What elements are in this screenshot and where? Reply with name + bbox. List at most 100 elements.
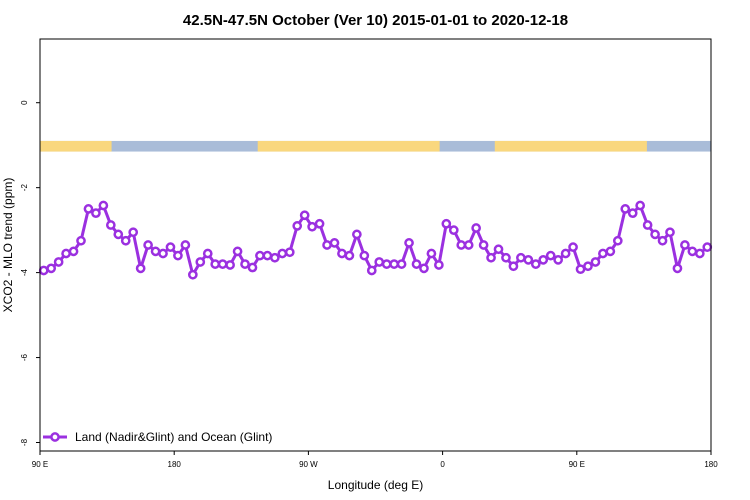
data-point — [501, 252, 511, 263]
data-point — [135, 263, 146, 274]
data-point — [694, 248, 705, 259]
data-point — [441, 218, 452, 229]
data-point — [329, 238, 340, 248]
data-point — [277, 248, 288, 259]
data-point — [530, 259, 541, 269]
data-point — [523, 255, 534, 265]
data-point — [284, 247, 295, 258]
data-point — [247, 262, 258, 273]
data-point — [187, 269, 198, 280]
data-point — [240, 259, 250, 269]
data-point — [202, 248, 213, 259]
data-point — [38, 265, 49, 276]
y-tick-label-3: -6 — [20, 353, 29, 361]
data-point — [456, 240, 467, 250]
data-point — [225, 260, 235, 270]
y-tick-label-4: -8 — [20, 438, 29, 446]
data-point — [337, 248, 347, 259]
data-point — [322, 240, 332, 250]
x-tick-label-1: 180 — [168, 460, 182, 469]
data-point — [113, 229, 124, 240]
data-point — [98, 200, 109, 211]
data-point — [620, 204, 631, 214]
data-point — [344, 250, 355, 261]
data-point — [687, 246, 698, 257]
data-point — [150, 246, 161, 257]
data-point — [217, 259, 228, 269]
data-point — [359, 250, 370, 261]
x-tick-label-2: 90 W — [299, 460, 318, 469]
x-tick-label-3: 0 — [440, 460, 445, 469]
data-point — [434, 260, 444, 270]
data-point — [292, 221, 303, 231]
data-point — [105, 220, 116, 230]
data-point — [389, 259, 399, 269]
data-point — [195, 257, 206, 267]
data-point — [598, 248, 608, 259]
data-point — [657, 235, 668, 246]
data-point — [448, 225, 459, 235]
data-point — [478, 240, 489, 250]
data-point — [590, 257, 601, 267]
axes: 90 E 180 90 W 0 90 E 180 0 -2 -4 -6 -8 — [20, 100, 718, 469]
data-point — [426, 248, 437, 259]
legend-marker-0 — [50, 432, 60, 442]
data-point — [568, 242, 578, 252]
data-point — [299, 210, 310, 221]
data-point — [680, 240, 690, 250]
data-point — [404, 238, 414, 248]
y-tick-label-0: 0 — [20, 100, 29, 105]
land-ocean-strip — [40, 140, 711, 152]
data-point — [173, 250, 183, 261]
data-point — [702, 242, 713, 252]
data-point — [165, 242, 176, 252]
data-point — [411, 259, 422, 269]
data-point — [210, 259, 221, 269]
legend-label-0: Land (Nadir&Glint) and Ocean (Glint) — [75, 430, 272, 444]
data-point — [575, 264, 586, 275]
data-point — [307, 221, 317, 232]
data-point — [91, 208, 101, 218]
data-point — [352, 229, 362, 240]
data-point — [128, 227, 139, 238]
data-point — [650, 229, 660, 240]
data-point — [76, 235, 86, 246]
data-point — [471, 223, 481, 233]
data-point — [463, 240, 474, 250]
x-tick-label-5: 180 — [704, 460, 718, 469]
data-point — [665, 227, 675, 238]
data-point — [53, 257, 64, 267]
data-point — [516, 252, 526, 263]
data-point — [366, 265, 377, 276]
data-point — [262, 250, 273, 261]
data-point — [314, 218, 325, 229]
data-point — [583, 261, 593, 272]
data-point — [46, 263, 57, 274]
data-point — [553, 255, 564, 265]
plot-frame — [39, 38, 712, 452]
data-point — [545, 250, 556, 261]
data-point — [232, 246, 243, 257]
y-axis-label: XCO2 - MLO trend (ppm) — [1, 178, 15, 313]
data-point — [560, 248, 571, 259]
data-point — [120, 235, 131, 246]
data-point — [381, 259, 392, 269]
y-tick-label-2: -4 — [20, 269, 29, 277]
data-point — [672, 263, 683, 274]
data-point — [180, 240, 191, 250]
data-point — [374, 257, 385, 267]
data-point — [493, 244, 504, 255]
y-tick-label-1: -2 — [20, 184, 29, 192]
data-point — [612, 235, 623, 246]
land-segment-1 — [257, 140, 440, 152]
data-point — [635, 200, 646, 211]
data-point — [270, 252, 280, 263]
legend: Land (Nadir&Glint) and Ocean (Glint) — [43, 430, 272, 444]
x-tick-label-4: 90 E — [569, 460, 585, 469]
data-point — [83, 204, 94, 214]
data-point — [605, 246, 616, 257]
series-layer — [38, 200, 713, 280]
data-point — [419, 263, 429, 274]
data-point — [143, 240, 153, 250]
land-segment-2 — [494, 140, 647, 152]
